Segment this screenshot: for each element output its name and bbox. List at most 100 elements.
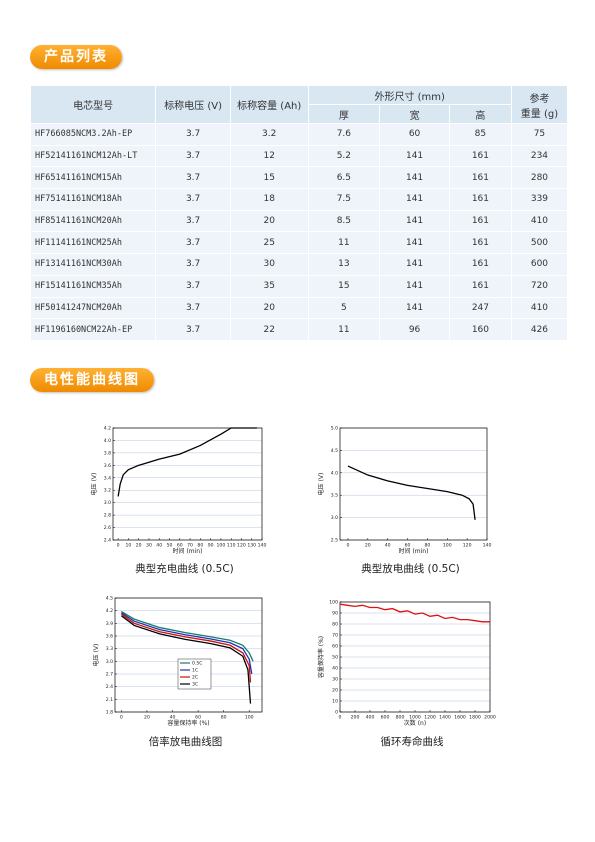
- table-cell: 410: [510, 209, 569, 233]
- table-cell: 141: [379, 296, 450, 320]
- x-axis-label: 时间 (min): [173, 547, 203, 555]
- x-tick-label: 20: [136, 543, 142, 549]
- legend-label: 0.5C: [192, 661, 203, 667]
- table-cell: HF13141161NCM30Ah: [29, 253, 157, 276]
- table-cell: HF11141161NCM25Ah: [29, 231, 157, 255]
- table-row: HF11141161NCM25Ah 3.7 25 11 141 161 500: [29, 231, 569, 255]
- y-tick-label: 3.0: [106, 659, 113, 665]
- table-cell: 600: [510, 253, 569, 276]
- x-tick-label: 2000: [484, 715, 496, 721]
- table-row: HF13141161NCM30Ah 3.7 30 13 141 161 600: [29, 253, 569, 276]
- data-line: [347, 465, 476, 520]
- table-cell: 3.7: [155, 274, 231, 298]
- table-cell: 3.7: [155, 144, 231, 168]
- x-tick-label: 80: [424, 543, 430, 549]
- y-axis-label: 容量保持率 (%): [317, 636, 325, 678]
- y-tick-label: 2.5: [331, 538, 338, 544]
- x-tick-label: 0: [120, 715, 123, 721]
- section-title: 产品列表: [30, 45, 122, 69]
- x-tick-label: 60: [405, 543, 411, 549]
- chart-caption: 循环寿命曲线: [381, 735, 444, 748]
- table-cell: 161: [448, 166, 512, 190]
- table-cell: 18: [229, 188, 309, 211]
- x-tick-label: 80: [197, 543, 203, 549]
- table-row: HF50141247NCM20Ah 3.7 20 5 141 247 410: [29, 296, 569, 320]
- legend-label: 3C: [192, 682, 198, 688]
- y-tick-label: 20: [332, 688, 338, 694]
- table-cell: HF15141161NCM35Ah: [29, 274, 157, 298]
- data-line: [339, 603, 490, 623]
- x-axis-label: 时间 (min): [399, 547, 429, 555]
- x-tick-label: 140: [483, 543, 492, 549]
- table-cell: HF75141161NCM18Ah: [29, 188, 157, 211]
- table-cell: 3.7: [155, 253, 231, 276]
- y-tick-label: 60: [332, 644, 338, 650]
- legend-label: 2C: [192, 675, 198, 681]
- table-cell: 13: [307, 253, 381, 276]
- y-tick-label: 3.5: [331, 493, 338, 499]
- x-tick-label: 100: [443, 543, 452, 549]
- x-tick-label: 1400: [439, 715, 451, 721]
- table-cell: HF1196160NCM22Ah-EP: [29, 318, 157, 341]
- data-line: [121, 610, 254, 662]
- x-tick-label: 40: [156, 543, 162, 549]
- table-cell: 141: [379, 188, 450, 211]
- table-cell: 20: [229, 209, 309, 233]
- x-tick-label: 110: [227, 543, 236, 549]
- chart-caption: 典型充电曲线 (0.5C): [135, 562, 234, 575]
- table-cell: 141: [379, 253, 450, 276]
- y-tick-label: 70: [332, 633, 338, 639]
- y-tick-label: 0: [335, 710, 338, 716]
- table-cell: 35: [229, 274, 309, 298]
- table-row: HF766085NCM3.2Ah-EP 3.7 3.2 7.6 60 85 75: [29, 123, 569, 146]
- plot-frame: [114, 597, 263, 713]
- table-row: HF1196160NCM22Ah-EP 3.7 22 11 96 160 426: [29, 318, 569, 341]
- x-tick-label: 20: [365, 543, 371, 549]
- table-cell: 5: [307, 296, 381, 320]
- table-cell: 3.2: [229, 123, 309, 146]
- legend-label: 1C: [192, 668, 198, 674]
- table-cell: 12: [229, 144, 309, 168]
- table-cell: 7.5: [307, 188, 381, 211]
- header-cell: 标称电压 (V): [155, 85, 231, 124]
- table-row: HF85141161NCM20Ah 3.7 20 8.5 141 161 410: [29, 209, 569, 233]
- table-cell: 20: [229, 296, 309, 320]
- y-tick-label: 4.0: [331, 470, 338, 476]
- y-tick-label: 2.8: [104, 513, 111, 519]
- table-cell: HF65141161NCM15Ah: [29, 166, 157, 190]
- y-tick-label: 3.4: [104, 475, 111, 481]
- table-cell: 234: [510, 144, 569, 168]
- x-tick-label: 120: [237, 543, 246, 549]
- x-tick-label: 10: [125, 543, 131, 549]
- x-tick-label: 20: [144, 715, 150, 721]
- header-cell: 高: [448, 104, 512, 124]
- table-cell: 5.2: [307, 144, 381, 168]
- x-tick-label: 200: [351, 715, 360, 721]
- table-cell: 96: [379, 318, 450, 341]
- table-cell: 339: [510, 188, 569, 211]
- table-cell: 75: [510, 123, 569, 146]
- y-tick-label: 4.2: [104, 426, 111, 432]
- x-tick-label: 1200: [424, 715, 436, 721]
- table-row: HF65141161NCM15Ah 3.7 15 6.5 141 161 280: [29, 166, 569, 190]
- plot-frame: [339, 601, 491, 713]
- table-cell: 141: [379, 274, 450, 298]
- x-tick-label: 60: [195, 715, 201, 721]
- x-tick-label: 50: [167, 543, 173, 549]
- table-cell: 161: [448, 231, 512, 255]
- y-tick-label: 5.0: [331, 426, 338, 432]
- header-cell: 宽: [379, 104, 450, 124]
- x-tick-label: 400: [366, 715, 375, 721]
- data-line: [120, 615, 252, 704]
- x-tick-label: 120: [463, 543, 472, 549]
- table-cell: 11: [307, 318, 381, 341]
- plot-area: [113, 428, 262, 540]
- y-tick-label: 2.4: [104, 538, 111, 544]
- section-title: 电性能曲线图: [30, 368, 154, 392]
- table-row: HF75141161NCM18Ah 3.7 18 7.5 141 161 339: [29, 188, 569, 211]
- header-cell: 参考 重量 (g): [510, 85, 569, 124]
- x-tick-label: 0: [346, 543, 349, 549]
- table-cell: 141: [379, 231, 450, 255]
- plot-area: [115, 598, 262, 712]
